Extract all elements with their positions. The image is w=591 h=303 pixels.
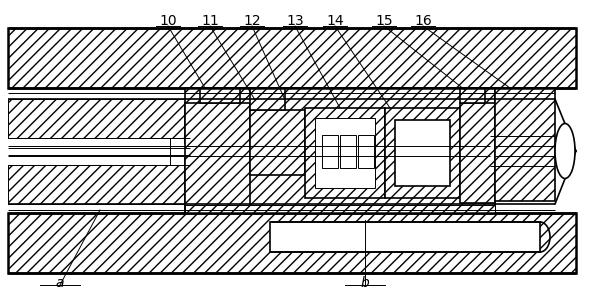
Text: 16: 16 [414, 14, 432, 28]
Bar [322, 135, 338, 168]
Bar [340, 135, 356, 168]
Bar [185, 88, 495, 143]
Text: 10: 10 [159, 14, 177, 28]
Bar [8, 213, 576, 273]
Bar [250, 110, 305, 175]
Bar [185, 158, 495, 213]
Bar [8, 165, 193, 204]
Bar [200, 88, 240, 103]
Text: 11: 11 [201, 14, 219, 28]
Bar [395, 120, 450, 186]
Bar [495, 88, 555, 201]
Text: 14: 14 [326, 14, 344, 28]
Bar [8, 28, 576, 88]
Text: b: b [361, 276, 369, 290]
Bar [315, 118, 375, 188]
Bar [8, 99, 193, 138]
Bar [460, 88, 485, 103]
Text: 13: 13 [286, 14, 304, 28]
Bar [185, 103, 250, 213]
Bar [460, 103, 495, 203]
Bar [185, 205, 495, 213]
Text: a: a [56, 276, 64, 290]
Bar [270, 222, 540, 252]
Ellipse shape [555, 124, 575, 178]
Bar [358, 135, 374, 168]
Bar [250, 88, 285, 110]
Bar [385, 108, 460, 198]
Text: 15: 15 [375, 14, 393, 28]
Text: 12: 12 [243, 14, 261, 28]
Bar [170, 134, 190, 169]
Bar [305, 108, 385, 198]
